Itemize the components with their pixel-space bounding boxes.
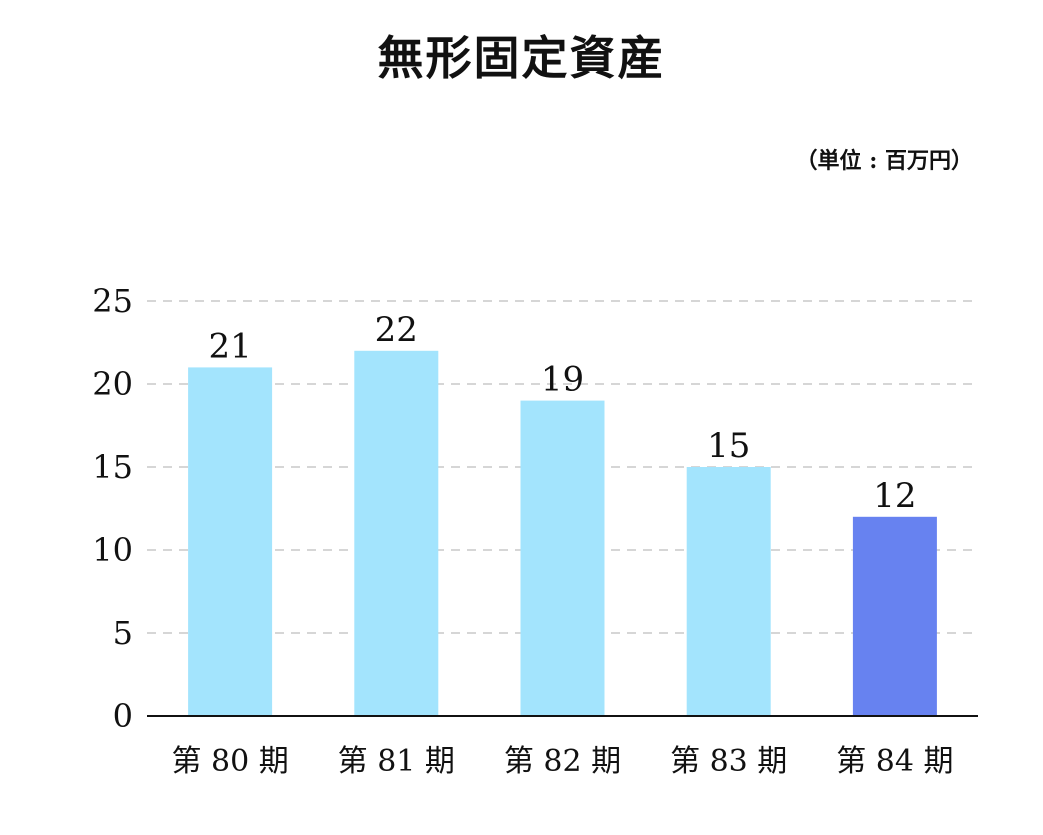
data-label: 12 bbox=[873, 476, 916, 516]
y-tick-label: 15 bbox=[92, 448, 133, 486]
data-labels: 21 22 19 15 12 bbox=[208, 310, 916, 516]
data-label: 15 bbox=[707, 426, 750, 466]
grid-lines bbox=[147, 300, 978, 634]
x-category-label: 第 80 期 bbox=[171, 744, 288, 779]
data-label: 22 bbox=[375, 310, 418, 350]
y-tick-label: 20 bbox=[92, 365, 133, 403]
bars bbox=[188, 350, 937, 716]
unit-label: （単位 : 百万円） bbox=[795, 148, 973, 174]
bar bbox=[354, 350, 439, 716]
x-axis-categories: 第 80 期 第 81 期 第 82 期 第 83 期 第 84 期 bbox=[171, 744, 953, 779]
bar bbox=[686, 467, 771, 716]
y-tick-label: 25 bbox=[92, 282, 133, 320]
y-axis-ticks: 0 5 10 15 20 25 bbox=[92, 282, 133, 735]
bar bbox=[852, 516, 937, 716]
x-category-label: 第 81 期 bbox=[338, 744, 455, 779]
x-category-label: 第 84 期 bbox=[836, 744, 953, 779]
data-label: 21 bbox=[208, 326, 251, 366]
x-category-label: 第 83 期 bbox=[670, 744, 787, 779]
data-label: 19 bbox=[541, 360, 584, 400]
bar bbox=[520, 400, 605, 716]
x-category-label: 第 82 期 bbox=[504, 744, 621, 779]
chart-title: 無形固定資産 bbox=[377, 31, 666, 85]
y-tick-label: 10 bbox=[92, 531, 133, 569]
bar bbox=[188, 367, 273, 716]
y-tick-label: 5 bbox=[113, 614, 133, 652]
y-tick-label: 0 bbox=[113, 697, 133, 735]
